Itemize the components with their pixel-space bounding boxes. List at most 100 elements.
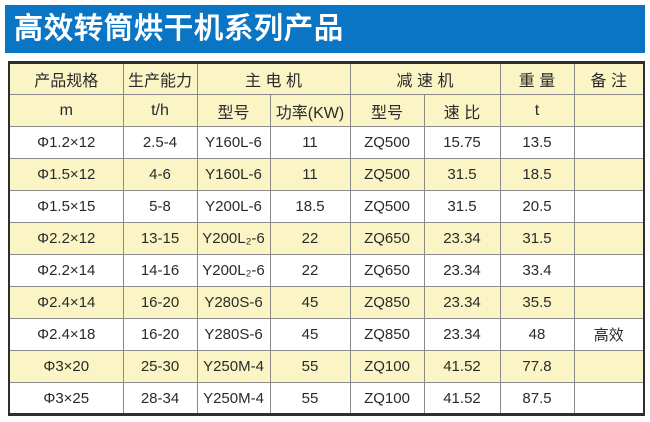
cell: Y200L₂-6 — [196, 254, 271, 287]
cell: Φ3×20 — [8, 350, 124, 383]
cell: 16-20 — [122, 318, 198, 351]
cell: 45 — [269, 286, 351, 319]
cell: 87.5 — [499, 382, 575, 415]
cell: 55 — [269, 382, 351, 415]
cell: Φ1.5×15 — [8, 190, 124, 223]
header-remark: 备 注 — [573, 62, 645, 95]
cell: ZQ500 — [349, 190, 425, 223]
header-weight: 重 量 — [499, 62, 575, 95]
cell: 11 — [269, 126, 351, 159]
cell: 23.34 — [423, 222, 501, 255]
header-row-groups: 产品规格 生产能力 主 电 机 减 速 机 重 量 备 注 — [8, 62, 645, 95]
table-row: Φ2.4×18 16-20 Y280S-6 45 ZQ850 23.34 48 高效 — [8, 318, 645, 351]
cell: 18.5 — [499, 158, 575, 191]
table-row: Φ1.5×15 5-8 Y200L-6 18.5 ZQ500 31.5 20.5 — [8, 190, 645, 223]
cell: 16-20 — [122, 286, 198, 319]
table-row: Φ2.2×12 13-15 Y200L₂-6 22 ZQ650 23.34 31.5 — [8, 222, 645, 255]
cell: 31.5 — [423, 158, 501, 191]
cell: 4-6 — [122, 158, 198, 191]
header-empty — [573, 94, 645, 127]
header-unit-th: t/h — [122, 94, 198, 127]
cell: ZQ500 — [349, 126, 425, 159]
header-capacity: 生产能力 — [122, 62, 198, 95]
cell: 高效 — [573, 318, 645, 351]
cell: 45 — [269, 318, 351, 351]
table-row: Φ3×25 28-34 Y250M-4 55 ZQ100 41.52 87.5 — [8, 382, 645, 415]
table-row: Φ2.2×14 14-16 Y200L₂-6 22 ZQ650 23.34 33.4 — [8, 254, 645, 287]
cell: ZQ650 — [349, 222, 425, 255]
cell: 13.5 — [499, 126, 575, 159]
header-reducer-model: 型号 — [349, 94, 425, 127]
cell: Y160L-6 — [196, 158, 271, 191]
cell: Y160L-6 — [196, 126, 271, 159]
cell: Y250M-4 — [196, 382, 271, 415]
page-title-banner: 高效转筒烘干机系列产品 — [5, 5, 645, 53]
cell: 20.5 — [499, 190, 575, 223]
cell: ZQ850 — [349, 318, 425, 351]
table-header: 产品规格 生产能力 主 电 机 减 速 机 重 量 备 注 m t/h 型号 功… — [8, 62, 645, 127]
cell: Φ2.4×18 — [8, 318, 124, 351]
cell: 2.5-4 — [122, 126, 198, 159]
cell — [573, 126, 645, 159]
cell: Φ1.5×12 — [8, 158, 124, 191]
cell: ZQ100 — [349, 382, 425, 415]
cell: Φ1.2×12 — [8, 126, 124, 159]
cell: ZQ500 — [349, 158, 425, 191]
header-reducer-ratio: 速 比 — [423, 94, 501, 127]
product-spec-table: 产品规格 生产能力 主 电 机 减 速 机 重 量 备 注 m t/h 型号 功… — [8, 61, 645, 416]
cell: 22 — [269, 222, 351, 255]
cell: 23.34 — [423, 318, 501, 351]
cell: 13-15 — [122, 222, 198, 255]
cell: 41.52 — [423, 382, 501, 415]
cell: 31.5 — [499, 222, 575, 255]
cell: ZQ850 — [349, 286, 425, 319]
cell — [573, 286, 645, 319]
cell: 28-34 — [122, 382, 198, 415]
cell: ZQ100 — [349, 350, 425, 383]
cell: Y200L₂-6 — [196, 222, 271, 255]
header-row-units: m t/h 型号 功率(KW) 型号 速 比 t — [8, 94, 645, 127]
cell: 55 — [269, 350, 351, 383]
cell: Y280S-6 — [196, 286, 271, 319]
cell: 14-16 — [122, 254, 198, 287]
cell: 15.75 — [423, 126, 501, 159]
header-unit-t: t — [499, 94, 575, 127]
cell: 18.5 — [269, 190, 351, 223]
cell: 48 — [499, 318, 575, 351]
header-motor-power: 功率(KW) — [269, 94, 351, 127]
header-reducer: 减 速 机 — [349, 62, 501, 95]
cell: 33.4 — [499, 254, 575, 287]
cell: 35.5 — [499, 286, 575, 319]
cell — [573, 382, 645, 415]
cell: 11 — [269, 158, 351, 191]
cell: 41.52 — [423, 350, 501, 383]
cell: Φ2.2×14 — [8, 254, 124, 287]
cell: Y280S-6 — [196, 318, 271, 351]
page-title: 高效转筒烘干机系列产品 — [14, 13, 345, 45]
table-row: Φ1.2×12 2.5-4 Y160L-6 11 ZQ500 15.75 13.5 — [8, 126, 645, 159]
header-main-motor: 主 电 机 — [196, 62, 351, 95]
cell: Φ2.4×14 — [8, 286, 124, 319]
cell: 31.5 — [423, 190, 501, 223]
cell: Φ2.2×12 — [8, 222, 124, 255]
header-motor-model: 型号 — [196, 94, 271, 127]
table-row: Φ2.4×14 16-20 Y280S-6 45 ZQ850 23.34 35.5 — [8, 286, 645, 319]
cell: 23.34 — [423, 286, 501, 319]
cell: Y250M-4 — [196, 350, 271, 383]
cell: ZQ650 — [349, 254, 425, 287]
cell — [573, 190, 645, 223]
cell: Φ3×25 — [8, 382, 124, 415]
header-unit-m: m — [8, 94, 124, 127]
cell: 25-30 — [122, 350, 198, 383]
cell: 22 — [269, 254, 351, 287]
table-row: Φ1.5×12 4-6 Y160L-6 11 ZQ500 31.5 18.5 — [8, 158, 645, 191]
cell — [573, 350, 645, 383]
cell: 5-8 — [122, 190, 198, 223]
cell: 23.34 — [423, 254, 501, 287]
table-body: Φ1.2×12 2.5-4 Y160L-6 11 ZQ500 15.75 13.5 Φ1.5×… — [8, 126, 645, 415]
header-product-spec: 产品规格 — [8, 62, 124, 95]
table-row: Φ3×20 25-30 Y250M-4 55 ZQ100 41.52 77.8 — [8, 350, 645, 383]
cell — [573, 158, 645, 191]
cell: Y200L-6 — [196, 190, 271, 223]
cell: 77.8 — [499, 350, 575, 383]
